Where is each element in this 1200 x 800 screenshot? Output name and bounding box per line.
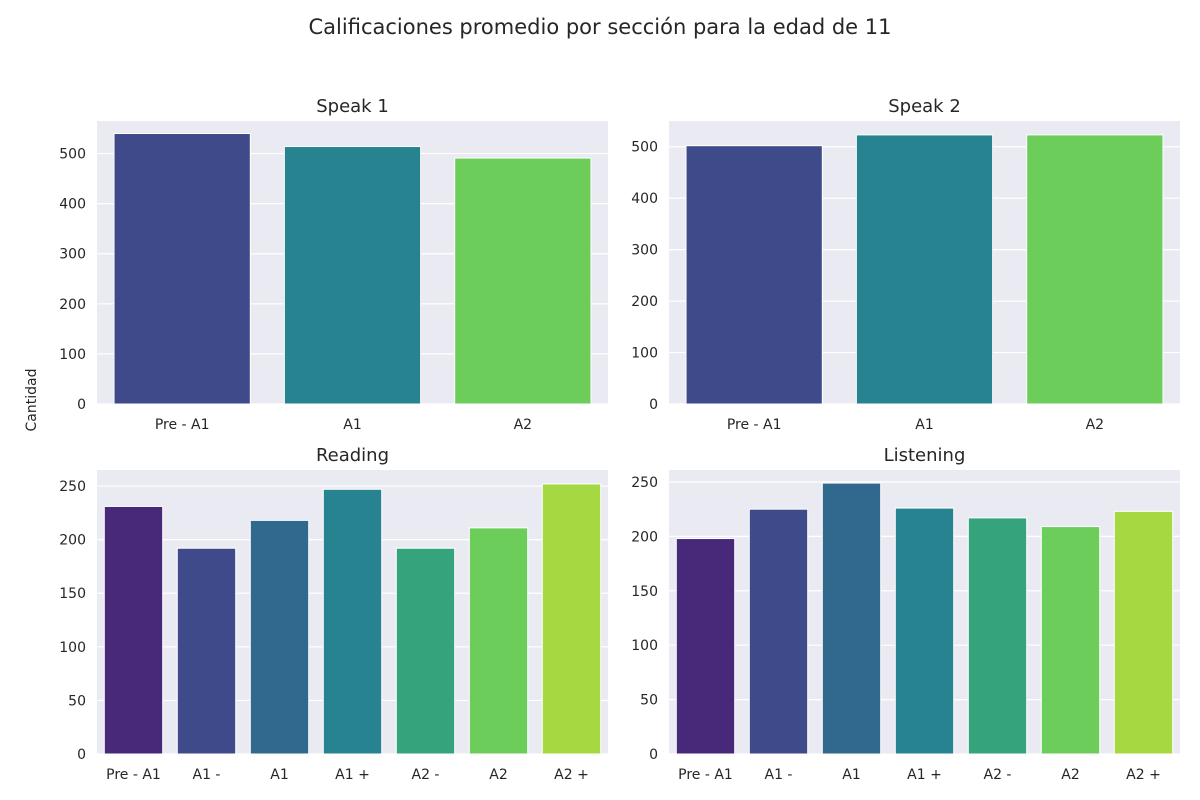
- y-tick-label: 250: [59, 479, 86, 495]
- bar: [855, 134, 994, 405]
- x-tick-label: A2: [1086, 417, 1104, 433]
- y-tick-label: 100: [631, 346, 658, 362]
- y-tick-label: 0: [77, 397, 86, 413]
- y-tick-label: 0: [77, 747, 86, 763]
- x-tick-label: A1 -: [193, 767, 221, 783]
- x-tick-label: Pre - A1: [106, 767, 161, 783]
- bar: [249, 519, 310, 755]
- bar: [103, 505, 164, 755]
- y-tick-label: 100: [59, 347, 86, 363]
- bar: [468, 527, 529, 755]
- bar: [541, 483, 602, 755]
- x-tick-label: A1: [915, 417, 933, 433]
- y-tick-label: 200: [631, 294, 658, 310]
- bar: [894, 507, 955, 755]
- bar: [675, 538, 736, 755]
- x-tick-label: A1 -: [765, 767, 793, 783]
- y-tick-label: 400: [59, 197, 86, 213]
- y-tick-label: 150: [59, 586, 86, 602]
- x-tick-label: A1 +: [335, 767, 370, 783]
- x-tick-label: A1: [270, 767, 288, 783]
- x-tick-label: A2 +: [554, 767, 589, 783]
- x-tick-label: A2: [489, 767, 507, 783]
- bar: [283, 146, 422, 405]
- bar: [748, 508, 809, 755]
- subplot-1: 0 100 200 300 400 500 Pre - A1 A1 A2 Speak 1: [59, 96, 608, 433]
- shared-y-axis-label: Cantidad: [24, 369, 40, 432]
- subplot-title: Reading: [316, 445, 389, 466]
- bar: [967, 517, 1028, 755]
- y-tick-label: 300: [631, 243, 658, 259]
- y-tick-label: 0: [649, 397, 658, 413]
- bar: [1113, 510, 1174, 755]
- y-tick-label: 250: [631, 475, 658, 491]
- x-tick-label: A1 +: [907, 767, 942, 783]
- x-tick-label: A1: [343, 417, 361, 433]
- y-tick-label: 50: [68, 693, 86, 709]
- y-tick-label: 100: [59, 640, 86, 656]
- x-tick-label: A1: [842, 767, 860, 783]
- subplot-2: 0 100 200 300 400 500 Pre - A1 A1 A2 Speak 2: [631, 96, 1180, 433]
- y-tick-label: 200: [631, 529, 658, 545]
- bar: [454, 157, 592, 405]
- y-tick-label: 300: [59, 247, 86, 263]
- x-tick-label: A2 -: [984, 767, 1012, 783]
- x-tick-label: A2: [514, 417, 532, 433]
- y-tick-label: 400: [631, 191, 658, 207]
- y-tick-label: 100: [631, 638, 658, 654]
- bar: [322, 488, 383, 755]
- figure-title: Calificaciones promedio por sección para…: [309, 15, 892, 39]
- bar: [685, 145, 823, 405]
- y-tick-label: 200: [59, 297, 86, 313]
- y-tick-label: 200: [59, 533, 86, 549]
- bar: [821, 482, 882, 755]
- x-tick-label: Pre - A1: [155, 417, 210, 433]
- bar: [176, 547, 237, 755]
- subplot-title: Listening: [884, 445, 966, 466]
- y-tick-label: 50: [640, 693, 658, 709]
- bar: [395, 547, 456, 755]
- y-tick-label: 150: [631, 584, 658, 600]
- bar: [1026, 134, 1164, 405]
- x-tick-label: A2: [1061, 767, 1079, 783]
- subplot-3: 0 50 100 150 200 250 Pre - A1 A1 - A1 A1 + A2 - A2 A…: [59, 445, 608, 783]
- x-tick-label: A2 +: [1126, 767, 1161, 783]
- subplot-4: 0 50 100 150 200 250 Pre - A1 A1 - A1 A1 + A2 - A2 A…: [631, 445, 1180, 783]
- subplot-title: Speak 1: [316, 96, 389, 117]
- y-tick-label: 500: [59, 147, 86, 163]
- bar: [113, 133, 251, 405]
- y-tick-label: 0: [649, 747, 658, 763]
- y-tick-label: 500: [631, 140, 658, 156]
- x-tick-label: Pre - A1: [678, 767, 733, 783]
- x-tick-label: Pre - A1: [727, 417, 782, 433]
- bar: [1040, 526, 1101, 755]
- subplot-title: Speak 2: [888, 96, 961, 117]
- x-tick-label: A2 -: [412, 767, 440, 783]
